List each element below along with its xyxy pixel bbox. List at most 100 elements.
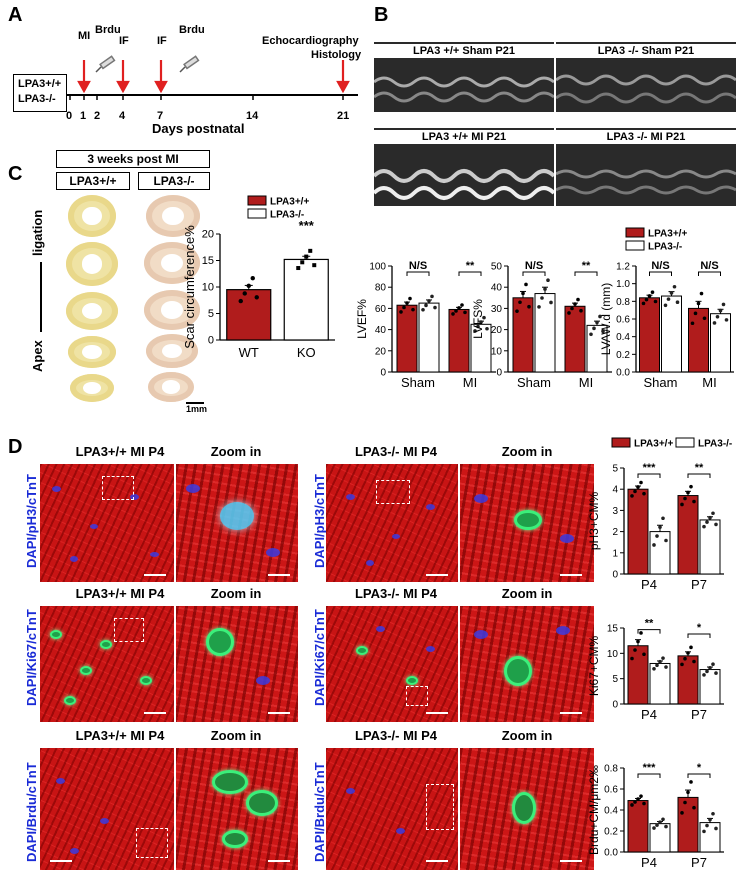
scale-bar: [426, 574, 448, 576]
data-point: [708, 817, 712, 822]
data-point: [402, 305, 406, 310]
data-point: [518, 300, 522, 305]
scale-bar: [144, 712, 166, 714]
data-point: [238, 298, 243, 304]
endpoint-echo: Echocardiography: [262, 35, 359, 47]
data-point: [644, 297, 649, 302]
data-point: [702, 524, 706, 529]
y-tick-label: 1.0: [616, 279, 630, 290]
data-point: [658, 525, 662, 529]
data-point: [546, 278, 550, 283]
timeline-arrows: [69, 55, 350, 100]
data-point: [633, 648, 637, 652]
data-point: [661, 656, 665, 660]
y-tick-label: 0.2: [604, 827, 618, 838]
panel-d-label: D: [8, 436, 23, 458]
tick-4: 4: [119, 110, 126, 122]
genotype-wt: LPA3+/+: [18, 78, 62, 90]
data-point: [663, 303, 668, 308]
micrograph-ph3-ko-zoom: [460, 464, 594, 582]
event-if-1: IF: [119, 35, 129, 47]
event-brdu-1: Brdu: [95, 24, 121, 36]
data-point: [579, 308, 583, 313]
echo-wt-mi: LPA3 +/+ MI P21: [374, 128, 554, 206]
x-tick-label: MI: [702, 375, 716, 390]
panel-b-label: B: [374, 4, 389, 26]
data-point: [521, 291, 525, 296]
bar: [512, 297, 534, 373]
legend-label: LPA3+/+: [634, 439, 673, 450]
data-point: [636, 797, 640, 801]
x-tick-label: P4: [641, 707, 657, 722]
bar: [418, 302, 440, 373]
significance-label: N/S: [525, 260, 543, 272]
legend-swatch: [611, 437, 631, 448]
echo-trace: [556, 74, 736, 104]
bar: [448, 308, 470, 373]
y-tick-label: 0.6: [616, 315, 630, 326]
heart-section-ko-4: [146, 334, 198, 368]
y-tick-label: 80: [375, 283, 387, 294]
micrograph-ph3-wt-zoom: [176, 464, 298, 582]
data-point: [666, 297, 671, 301]
data-point: [661, 817, 665, 822]
y-tick-label: 0.0: [604, 848, 618, 859]
data-point: [664, 665, 668, 669]
data-point: [672, 284, 677, 289]
micrograph-ki67-ko: [326, 606, 458, 722]
data-point: [642, 652, 646, 657]
data-point: [692, 805, 696, 810]
data-point: [708, 665, 712, 670]
heart-section-ko-3: [144, 290, 200, 330]
data-point: [652, 543, 656, 547]
heart-section-wt-2: [66, 242, 118, 286]
legend-swatch: [675, 437, 695, 448]
data-point: [630, 803, 634, 807]
data-point: [696, 301, 701, 306]
y-tick-label: 2: [612, 527, 618, 538]
data-point: [693, 311, 698, 316]
data-point: [705, 520, 709, 524]
data-point: [675, 300, 680, 305]
data-point: [655, 663, 659, 668]
data-point: [664, 538, 668, 543]
endpoint-histology: Histology: [311, 49, 362, 61]
heart-section-ko-1: [146, 195, 200, 237]
legend-swatch: [247, 208, 267, 219]
y-tick-label: 40: [491, 283, 503, 294]
data-point: [708, 515, 712, 520]
x-tick-label: P7: [691, 577, 707, 592]
echo-trace: [374, 169, 554, 200]
tick-14: 14: [246, 110, 259, 122]
micrograph-ki67-wt-zoom: [176, 606, 298, 722]
data-point: [537, 305, 541, 309]
scale-bar: [50, 860, 72, 862]
data-point: [689, 780, 693, 784]
d-row1-ko-title: LPA3-/- MI P4: [354, 444, 438, 459]
data-point: [702, 673, 706, 677]
data-point: [714, 522, 718, 527]
legend-swatch: [625, 240, 645, 251]
bar: [677, 495, 699, 575]
bar: [627, 800, 649, 853]
data-point: [460, 303, 464, 307]
bar: [649, 531, 671, 575]
micrograph-brdu-wt-zoom: [176, 748, 298, 870]
significance-bracket: [637, 473, 661, 478]
y-axis-label: Scar circumference%: [182, 225, 197, 349]
y-tick-label: 0.0: [616, 368, 630, 379]
data-point: [601, 329, 605, 334]
significance-bracket: [649, 271, 672, 276]
panel-a-label: A: [8, 4, 23, 26]
micrograph-brdu-wt: [40, 748, 174, 870]
data-point: [524, 282, 528, 287]
data-point: [655, 534, 659, 538]
y-tick-label: 0.2: [616, 350, 630, 361]
echo-title: LPA3 +/+ Sham P21: [374, 44, 554, 58]
x-tick-label: P4: [641, 855, 657, 870]
significance-label: *: [697, 762, 702, 774]
d-row1-wt-title: LPA3+/+ MI P4: [75, 444, 165, 459]
y-axis-label: LVAW.d (mm): [599, 283, 613, 355]
y-tick-label: 10: [607, 649, 619, 660]
scale-bar: [426, 860, 448, 862]
